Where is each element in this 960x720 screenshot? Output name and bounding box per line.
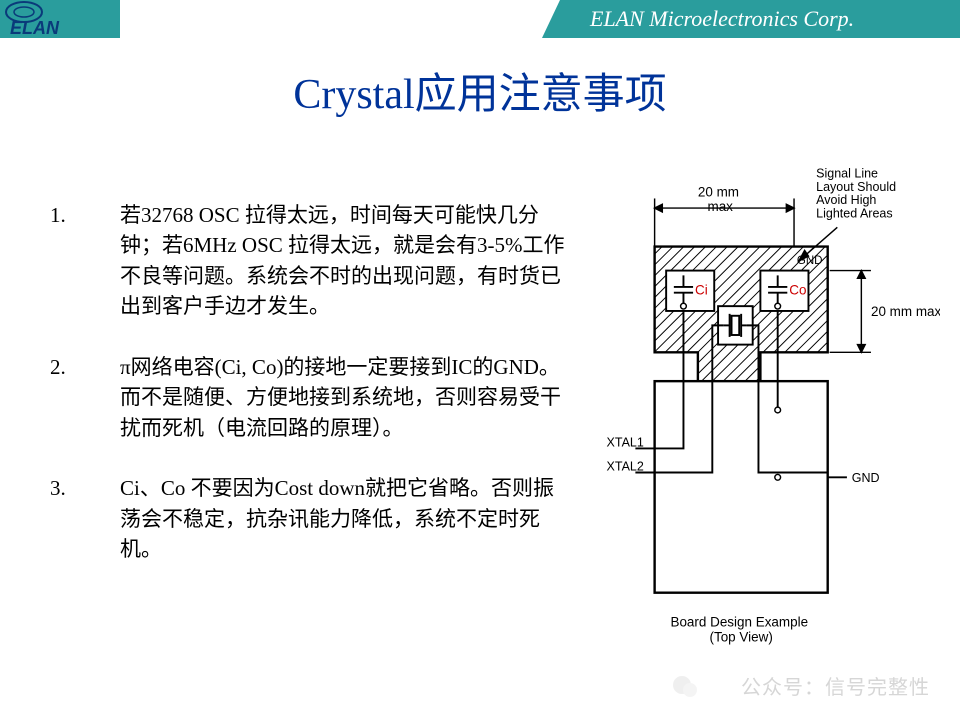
- svg-text:Co: Co: [789, 283, 806, 298]
- diagram-caption: Board Design Example (Top View): [670, 614, 811, 644]
- dim-v-text: 20 mm max: [871, 304, 940, 319]
- item-number: 2.: [50, 352, 120, 443]
- item-text: 若32768 OSC 拉得太远，时间每天可能快几分钟；若6MHz OSC 拉得太…: [120, 200, 570, 322]
- slide-title: Crystal应用注意事项: [0, 60, 960, 121]
- item-number: 1.: [50, 200, 120, 322]
- slide: ELAN ELAN Microelectronics Corp. Crystal…: [0, 0, 960, 720]
- item-number: 3.: [50, 473, 120, 564]
- xtal1-label: XTAL1: [607, 436, 644, 450]
- header-tail: [542, 0, 560, 38]
- body-text: 1. 若32768 OSC 拉得太远，时间每天可能快几分钟；若6MHz OSC …: [50, 200, 570, 594]
- list-item: 2. π网络电容(Ci, Co)的接地一定要接到IC的GND。而不是随便、方便地…: [50, 352, 570, 443]
- gnd-top-label: GND: [797, 255, 823, 267]
- elan-logo: ELAN: [4, 0, 94, 40]
- via: [775, 407, 781, 413]
- dim-vertical: [830, 271, 871, 353]
- note-text: Signal Line Layout Should Avoid High Lig…: [816, 166, 899, 220]
- gnd-right-label: GND: [852, 471, 880, 485]
- item-text: Ci、Co 不要因为Cost down就把它省略。否则振荡会不稳定，抗杂讯能力降…: [120, 473, 570, 564]
- list-item: 1. 若32768 OSC 拉得太远，时间每天可能快几分钟；若6MHz OSC …: [50, 200, 570, 322]
- board-diagram: 20 mmmax Signal Line Layout Should Avoid…: [600, 160, 940, 660]
- ci-cap: Ci: [666, 271, 714, 311]
- header: ELAN ELAN Microelectronics Corp.: [0, 0, 960, 46]
- ic-outline: [655, 381, 828, 593]
- co-cap: Co: [760, 271, 808, 311]
- dim-h-text: 20 mmmax: [698, 185, 739, 214]
- watermark: 公众号：信号完整性: [741, 671, 930, 700]
- list-item: 3. Ci、Co 不要因为Cost down就把它省略。否则振荡会不稳定，抗杂讯…: [50, 473, 570, 564]
- xtal2-label: XTAL2: [607, 460, 644, 474]
- company-name: ELAN Microelectronics Corp.: [560, 0, 960, 38]
- wechat-icon: [670, 672, 700, 702]
- svg-text:Ci: Ci: [695, 283, 708, 298]
- item-text: π网络电容(Ci, Co)的接地一定要接到IC的GND。而不是随便、方便地接到系…: [120, 352, 570, 443]
- svg-text:ELAN: ELAN: [10, 18, 60, 38]
